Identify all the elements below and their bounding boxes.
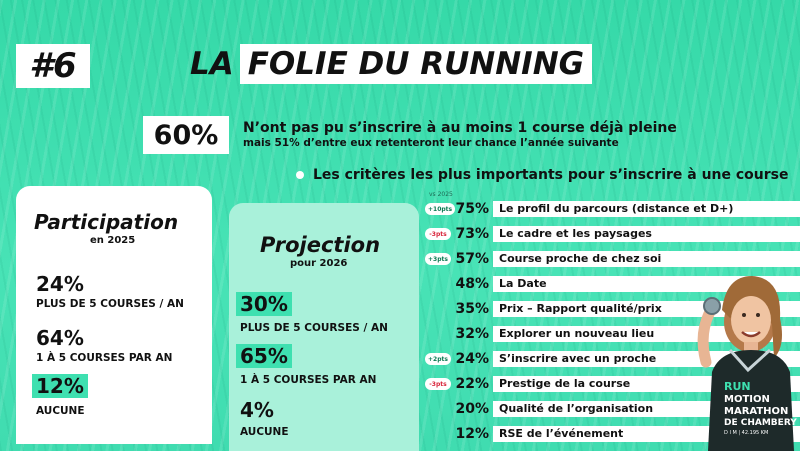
criteria-year-note: vs 2025 [429,191,453,198]
criteria-label: La Date [499,277,547,290]
criteria-bar [493,326,800,342]
change-badge: -3pts [425,378,451,390]
criteria-percent: 22% [455,376,489,392]
criteria-percent: 12% [455,426,489,442]
shirt-text: DE CHAMBERY [724,418,797,428]
criteria-percent: 32% [455,326,489,342]
criteria-label: Course proche de chez soi [499,252,662,265]
headline-text: N’ont pas pu s’inscrire à au moins 1 cou… [243,120,677,149]
criteria-bar [493,226,800,242]
criteria-row: +10pts 75% Le profil du parcours (distan… [425,200,800,218]
projection-title: Projection [260,233,381,257]
participation-stat-label: PLUS DE 5 COURSES / AN [36,298,184,310]
participation-subtitle: en 2025 [90,235,136,246]
projection-stat-value: 65% [236,344,292,368]
criteria-percent: 57% [455,251,489,267]
criteria-label: Prix – Rapport qualité/prix [499,302,662,315]
projection-stat-label: PLUS DE 5 COURSES / AN [240,322,388,334]
criteria-title-text: Les critères les plus importants pour s’… [313,167,789,183]
criteria-bar [493,251,800,267]
title-word-2: FOLIE DU RUNNING [239,44,593,84]
criteria-percent: 35% [455,301,489,317]
criteria-percent: 48% [455,276,489,292]
projection-stat-value: 30% [236,292,292,316]
shirt-text: D I M | 42.195 KM [724,430,768,436]
headline-line-1: N’ont pas pu s’inscrire à au moins 1 cou… [243,120,677,136]
criteria-percent: 20% [455,401,489,417]
criteria-bar [493,276,800,292]
change-badge: +10pts [425,203,456,215]
change-badge: -3pts [425,228,451,240]
criteria-row: +3pts 57% Course proche de chez soi [425,250,800,268]
projection-stat-label: AUCUNE [240,426,289,438]
participation-panel [16,186,212,444]
participation-stat-label: 1 À 5 COURSES PAR AN [36,352,173,364]
criteria-row: -3pts 73% Le cadre et les paysages [425,225,800,243]
projection-stat-label: 1 À 5 COURSES PAR AN [240,374,377,386]
criteria-label: S’inscrire avec un proche [499,352,657,365]
criteria-label: Le profil du parcours (distance et D+) [499,202,734,215]
page-title: LA FOLIE DU RUNNING [190,44,593,84]
criteria-label: Le cadre et les paysages [499,227,652,240]
criteria-label: Explorer un nouveau lieu [499,327,655,340]
participation-stat-value: 12% [32,374,88,398]
criteria-label: Prestige de la course [499,377,631,390]
criteria-percent: 75% [455,201,489,217]
criteria-title: Les critères les plus importants pour s’… [296,167,789,183]
headline-line-2: mais 51% d’entre eux retenteront leur ch… [243,137,619,149]
criteria-bar [493,201,800,217]
criteria-row: 48% La Date [425,275,800,293]
criteria-label: Qualité de l’organisation [499,402,654,415]
participation-stat-value: 24% [36,272,84,296]
section-number-badge: #6 [16,44,90,88]
change-badge: +2pts [425,353,451,365]
criteria-row: 32% Explorer un nouveau lieu [425,325,800,343]
title-word-1: LA [190,46,234,82]
shirt-text: RUN [724,380,751,393]
runner-photo: RUN MOTION MARATHON DE CHAMBERY D I M | … [697,276,797,451]
bullet-dot-icon [296,171,304,179]
criteria-percent: 24% [455,351,489,367]
participation-stat-value: 64% [36,326,84,350]
participation-stat-label: AUCUNE [36,405,85,417]
shirt-text: MARATHON [724,406,788,417]
participation-title: Participation [34,210,179,234]
change-badge: +3pts [425,253,451,265]
shirt-text: MOTION [724,394,770,405]
projection-panel [229,203,419,451]
projection-stat-value: 4% [240,398,274,422]
headline-percent-badge: 60% [143,116,229,154]
criteria-label: RSE de l’événement [499,427,624,440]
criteria-percent: 73% [455,226,489,242]
projection-subtitle: pour 2026 [290,258,348,269]
